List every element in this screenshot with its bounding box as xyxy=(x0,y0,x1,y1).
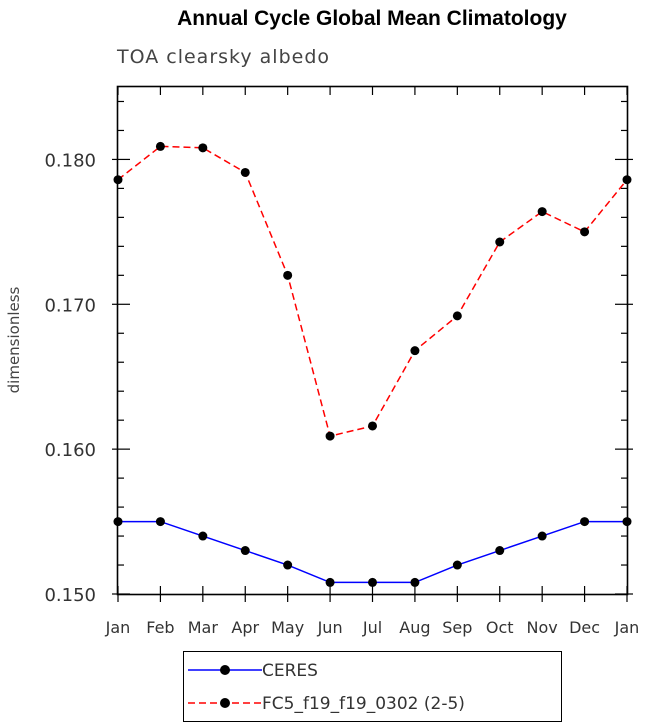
data-point xyxy=(495,546,505,556)
data-point xyxy=(325,431,335,441)
x-tick-label: Jan xyxy=(105,618,131,637)
data-point xyxy=(410,346,420,356)
x-tick-label: Feb xyxy=(146,618,174,637)
data-point xyxy=(537,207,547,217)
data-point xyxy=(155,517,165,527)
data-point xyxy=(113,175,123,185)
data-point xyxy=(198,531,208,541)
series-line-1 xyxy=(117,145,628,438)
data-point xyxy=(622,175,632,185)
axis-ticks xyxy=(112,87,633,602)
data-point xyxy=(368,421,377,431)
plot-frame xyxy=(116,85,629,596)
data-point xyxy=(283,560,293,570)
y-axis-label: dimensionless xyxy=(5,286,23,393)
chart-subtitle: TOA clearsky albedo xyxy=(116,46,330,68)
data-point xyxy=(622,517,632,527)
x-tick-label: Jul xyxy=(362,618,382,637)
data-point xyxy=(537,531,547,541)
series-line-0 xyxy=(118,520,627,584)
data-point xyxy=(452,311,462,321)
legend-marker-ceres xyxy=(220,665,230,675)
data-point xyxy=(113,517,123,527)
chart-title: Annual Cycle Global Mean Climatology xyxy=(177,7,567,30)
x-tick-labels: Jan Feb Mar Apr May Jun Jul Aug Sep Oct Nov Dec Jan xyxy=(105,618,640,637)
x-tick-label: Jan xyxy=(614,618,640,637)
x-tick-label: Dec xyxy=(569,618,600,637)
data-point xyxy=(410,577,420,587)
x-tick-label: May xyxy=(271,618,304,637)
data-point xyxy=(325,577,335,587)
y-tick-labels: 0.150 0.160 0.170 0.180 xyxy=(44,150,96,606)
data-point xyxy=(283,270,293,280)
data-point xyxy=(368,577,377,587)
x-tick-label: Apr xyxy=(231,618,259,637)
y-tick-label: 0.150 xyxy=(44,585,96,606)
legend-label-fc5: FC5_f19_f19_0302 (2-5) xyxy=(262,694,465,714)
y-tick-label: 0.170 xyxy=(44,295,96,316)
data-point xyxy=(580,517,590,527)
data-point xyxy=(580,227,590,237)
series-lines xyxy=(117,145,628,584)
legend-box xyxy=(183,651,562,722)
y-tick-label: 0.180 xyxy=(44,150,96,171)
legend-marker-fc5 xyxy=(220,698,230,708)
data-point xyxy=(155,141,165,151)
data-point xyxy=(240,546,250,556)
data-point xyxy=(452,560,462,570)
data-point xyxy=(495,237,505,247)
x-tick-label: Oct xyxy=(486,618,514,637)
x-tick-label: Sep xyxy=(442,618,472,637)
y-tick-label: 0.160 xyxy=(44,440,96,461)
x-tick-label: Mar xyxy=(188,618,219,637)
x-tick-label: Jun xyxy=(317,618,343,637)
data-point xyxy=(240,167,250,177)
x-tick-label: Aug xyxy=(399,618,430,637)
series-points xyxy=(113,141,632,587)
x-tick-label: Nov xyxy=(527,618,558,637)
legend: CERES FC5_f19_f19_0302 (2-5) xyxy=(183,651,562,722)
legend-label-ceres: CERES xyxy=(262,661,318,681)
data-point xyxy=(198,143,208,153)
